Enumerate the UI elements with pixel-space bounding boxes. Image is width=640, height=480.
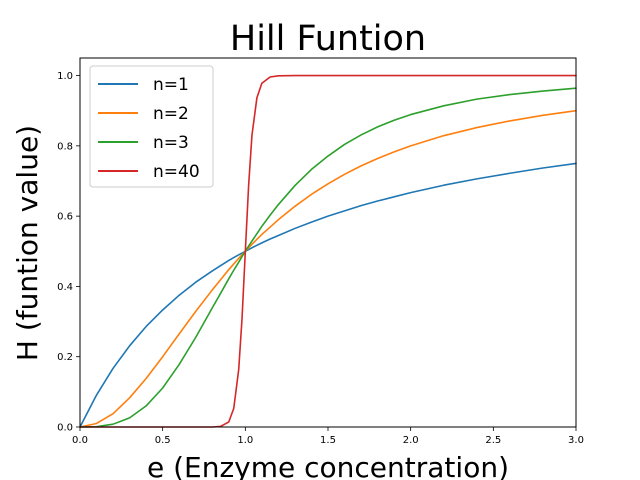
- y-axis-ticks: 0.0 0.2 0.4 0.6 0.8 1.0: [57, 71, 80, 434]
- y-tick-label: 0.6: [57, 212, 73, 223]
- y-tick-label: 1.0: [57, 71, 73, 82]
- x-axis-ticks: 0.0 0.5 1.0 1.5 2.0 2.5 3.0: [72, 427, 584, 446]
- y-tick-label: 0.4: [57, 282, 73, 293]
- x-tick-label: 2.5: [485, 435, 501, 446]
- x-tick-label: 0.0: [72, 435, 88, 446]
- chart-title: Hill Funtion: [230, 19, 426, 59]
- x-tick-label: 1.0: [237, 435, 253, 446]
- x-tick-label: 3.0: [568, 435, 584, 446]
- series-line-2: [79, 109, 577, 428]
- legend-label: n=3: [153, 133, 189, 153]
- x-tick-label: 2.0: [403, 435, 419, 446]
- legend-entries: n=1 n=2 n=3 n=40: [98, 75, 200, 182]
- plot-frame: [79, 57, 577, 428]
- legend-label: n=40: [153, 162, 200, 182]
- x-tick-label: 1.5: [320, 435, 336, 446]
- legend-box: [89, 65, 214, 188]
- y-tick-label: 0.2: [57, 352, 73, 363]
- y-tick-label: 0.8: [57, 141, 73, 152]
- legend-label: n=2: [153, 104, 189, 124]
- legend: n=1 n=2 n=3 n=40: [89, 65, 214, 188]
- series-line-3: [79, 87, 577, 428]
- x-axis-label: e (Enzyme concentration): [147, 451, 509, 480]
- series-line-1: [79, 162, 577, 428]
- y-tick-label: 0.0: [57, 423, 73, 434]
- y-axis-label: H (funtion value): [11, 125, 44, 361]
- legend-label: n=1: [153, 75, 189, 95]
- x-tick-label: 0.5: [155, 435, 171, 446]
